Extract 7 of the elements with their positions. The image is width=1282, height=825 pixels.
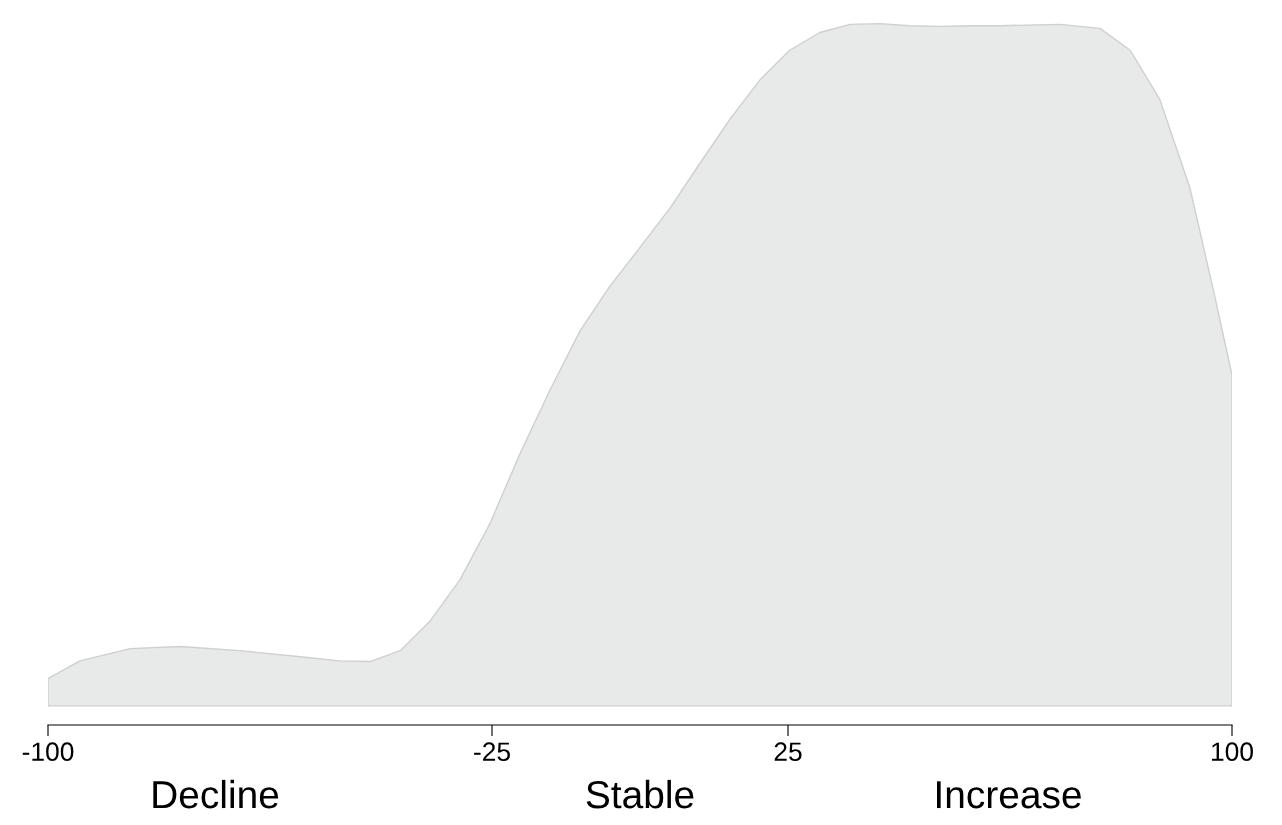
text: Increase	[937, 781, 1081, 809]
x-tick-label: 100	[1212, 742, 1253, 762]
text: Stable	[586, 779, 694, 809]
text: Decline	[153, 779, 279, 809]
x-tick-label: -100	[22, 742, 74, 762]
x-tick-label: 25	[774, 742, 802, 762]
x-tick-label: -25	[474, 742, 510, 762]
